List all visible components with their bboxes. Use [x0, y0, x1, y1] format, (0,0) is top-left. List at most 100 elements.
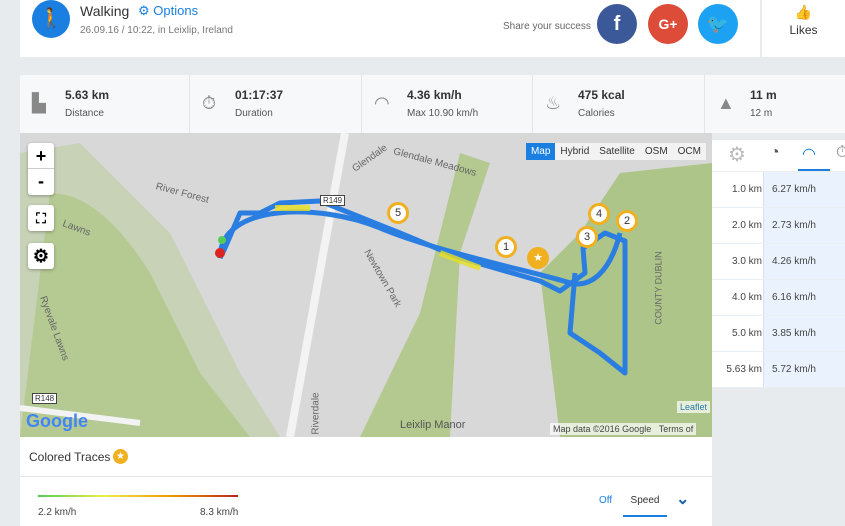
split-distance: 5.0 km — [731, 328, 762, 339]
stat-duration: ⏱ 01:17:37 Duration — [190, 75, 362, 133]
road-icon: ▙ — [32, 93, 46, 113]
walking-icon: 🚶 — [32, 0, 70, 38]
map-label: Riverdale — [310, 392, 322, 435]
speed-trace — [275, 205, 482, 271]
activity-title: Walking — [80, 3, 130, 19]
map-label: COUNTY DUBLIN — [653, 251, 664, 325]
elevation-icon: ▲ — [717, 93, 735, 113]
split-distance: 3.0 km — [731, 256, 762, 267]
gear-icon: ⚙ — [138, 3, 150, 18]
twitter-bird-icon: 🐦 — [706, 14, 730, 34]
star-marker[interactable]: ★ — [527, 247, 549, 269]
stopwatch-icon: ⏱ — [202, 93, 217, 113]
split-speed: 5.72 km/h — [763, 352, 845, 387]
stat-value: 475 kcal — [578, 88, 625, 102]
flame-icon: ♨ — [545, 93, 562, 113]
split-distance: 5.63 km — [726, 364, 762, 375]
park-area — [360, 153, 490, 437]
stat-value: 4.36 km/h — [407, 88, 462, 102]
zoom-out-button[interactable]: - — [38, 171, 44, 191]
map-attribution: Map data ©2016 Google — [553, 424, 652, 434]
road-r149 — [286, 133, 349, 437]
active-tab-indicator — [798, 169, 830, 171]
share-label: Share your success — [503, 21, 591, 32]
colored-traces-title: Colored Traces — [29, 450, 111, 464]
map[interactable]: River Forest Glendale Glendale Meadows N… — [20, 133, 712, 437]
route-trace — [217, 198, 628, 376]
road-sign: R149 — [320, 195, 346, 206]
zoom-control: + - — [28, 143, 54, 195]
google-logo: Google — [26, 411, 88, 431]
fullscreen-icon: ⛶ — [36, 210, 46, 226]
split-row: 2.0 km 2.73 km/h — [712, 208, 845, 244]
trace-off-button[interactable]: Off — [599, 495, 613, 506]
km-marker[interactable]: 4 — [588, 203, 610, 225]
speedometer-icon: ◠ — [374, 93, 390, 113]
map-type-osm[interactable]: OSM — [644, 146, 668, 157]
splits-tabs: ⚙ ◔ ◠ ⏱ — [712, 140, 845, 172]
end-marker — [215, 248, 225, 258]
tab-time-stopwatch-icon[interactable]: ⏱ — [836, 144, 845, 161]
split-distance: 4.0 km — [731, 292, 762, 303]
split-speed: 6.27 km/h — [763, 172, 845, 207]
leaflet-link[interactable]: Leaflet — [676, 401, 710, 413]
twitter-share-button[interactable]: 🐦 — [698, 4, 738, 44]
split-row: 3.0 km 4.26 km/h — [712, 244, 845, 280]
map-type-map[interactable]: Map — [525, 143, 556, 160]
map-type-ocm[interactable]: OCM — [677, 146, 701, 157]
split-speed: 4.26 km/h — [763, 244, 845, 279]
gear-icon: ⚙ — [32, 246, 50, 266]
map-type-tabs: Map Hybrid Satellite OSM OCM — [525, 143, 706, 160]
split-speed: 6.16 km/h — [763, 280, 845, 315]
split-speed: 2.73 km/h — [763, 208, 845, 243]
stat-label: 12 m — [750, 108, 773, 119]
map-label: Leixlip Manor — [400, 419, 466, 431]
legend-max: 8.3 km/h — [200, 507, 239, 518]
km-marker[interactable]: 3 — [576, 226, 598, 248]
split-row: 4.0 km 6.16 km/h — [712, 280, 845, 316]
stat-label: Duration — [235, 108, 273, 119]
likes-label: Likes — [789, 23, 818, 37]
split-row: 1.0 km 6.27 km/h — [712, 172, 845, 208]
stat-label: Calories — [578, 108, 615, 119]
map-type-satellite[interactable]: Satellite — [599, 146, 635, 157]
km-marker[interactable]: 5 — [387, 202, 409, 224]
activity-subtitle: 26.09.16 / 10:22, in Leixlip, Ireland — [80, 25, 233, 36]
stat-elevation: ▲ 11 m 12 m — [705, 75, 845, 133]
tab-speed-speedometer-icon[interactable]: ◠ — [802, 146, 816, 163]
chevron-down-icon[interactable]: ⌄ — [676, 491, 690, 508]
star-icon: ★ — [533, 252, 543, 264]
map-canvas — [20, 133, 712, 437]
fullscreen-button[interactable]: ⛶ — [28, 205, 54, 231]
splits-panel: ⚙ ◔ ◠ ⏱ 1.0 km 6.27 km/h 2.0 km 2.73 km/h 3.… — [712, 140, 845, 388]
map-type-hybrid[interactable]: Hybrid — [560, 146, 590, 157]
km-marker[interactable]: 1 — [495, 236, 517, 258]
thumbs-up-icon: 👍 — [794, 4, 813, 20]
legend-min: 2.2 km/h — [38, 507, 77, 518]
terms-link[interactable]: Terms of — [658, 424, 694, 434]
start-marker — [218, 236, 226, 244]
stat-value: 01:17:37 — [235, 88, 284, 102]
likes-panel[interactable]: 👍 Likes — [762, 0, 845, 57]
km-marker[interactable]: 2 — [616, 210, 638, 232]
split-row: 5.0 km 3.85 km/h — [712, 316, 845, 352]
stat-distance: ▙ 5.63 km Distance — [20, 75, 190, 133]
star-icon: ★ — [113, 449, 128, 464]
settings-gear-icon[interactable]: ⚙ — [728, 144, 746, 166]
facebook-share-button[interactable]: f — [597, 4, 637, 44]
park-area — [20, 143, 280, 437]
stat-calories: ♨ 475 kcal Calories — [533, 75, 705, 133]
google-plus-share-button[interactable]: G+ — [648, 4, 688, 44]
options-label: Options — [153, 3, 199, 18]
split-speed: 3.85 km/h — [763, 316, 845, 351]
split-row: 5.63 km 5.72 km/h — [712, 352, 845, 388]
road-r148 — [20, 405, 141, 426]
zoom-in-button[interactable]: + — [28, 143, 54, 169]
stat-label: Distance — [65, 108, 104, 119]
options-button[interactable]: ⚙ Options — [138, 3, 198, 19]
map-settings-button[interactable]: ⚙ — [28, 243, 54, 269]
trace-speed-button[interactable]: Speed — [623, 495, 667, 517]
tab-pace-stopwatch-icon[interactable]: ◔ — [770, 144, 780, 161]
stat-speed: ◠ 4.36 km/h Max 10.90 km/h — [362, 75, 533, 133]
stat-value: 5.63 km — [65, 88, 110, 102]
